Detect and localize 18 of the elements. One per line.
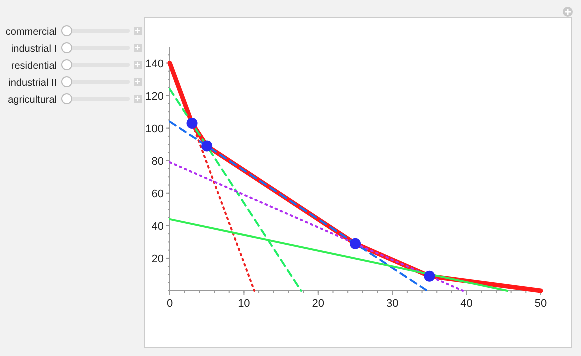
y-tick-label: 60: [152, 188, 164, 200]
x-tick-label: 40: [460, 298, 473, 310]
x-tick-label: 10: [238, 298, 250, 310]
x-tick-label: 30: [386, 298, 399, 310]
y-tick-label: 40: [152, 220, 164, 233]
text: industrial I: [11, 44, 57, 55]
text: residential: [11, 61, 57, 72]
y-tick-label: 80: [152, 156, 164, 168]
y-tick-label: 100: [146, 123, 164, 136]
text: commercial: [6, 27, 57, 38]
x-tick-label: 20: [312, 298, 325, 310]
y-tick-label: 140: [146, 58, 164, 70]
y-tick-label: 20: [152, 253, 164, 266]
x-tick-label: 0: [166, 298, 174, 310]
x-tick-label: 50: [534, 298, 548, 310]
text: agricultural: [8, 95, 57, 106]
text: industrial II: [8, 78, 57, 89]
y-tick-label: 120: [146, 90, 164, 103]
